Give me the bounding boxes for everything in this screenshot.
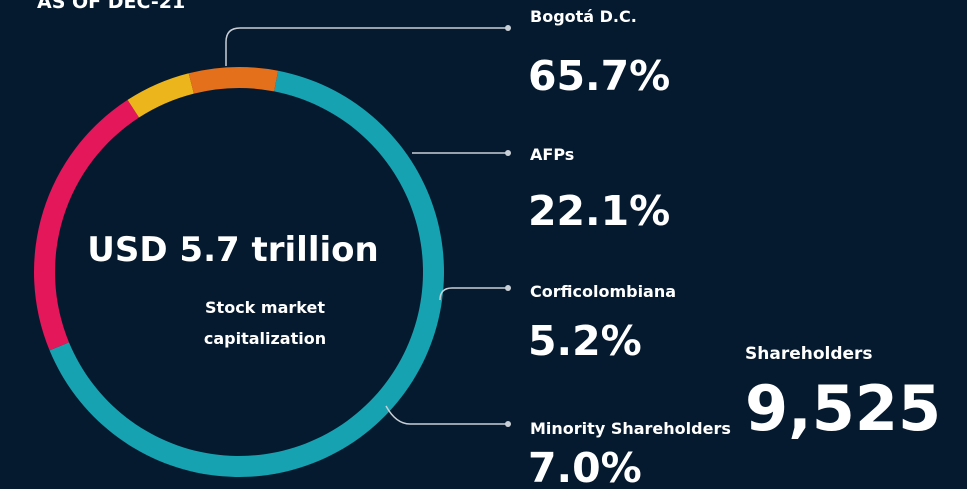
donut-segment	[127, 73, 194, 118]
leader-dot	[505, 150, 511, 156]
value-label: 5.2%	[528, 317, 642, 365]
category-label: Corficolombiana	[530, 282, 676, 301]
center-subtitle: capitalization	[204, 329, 326, 348]
category-label: Minority Shareholders	[530, 419, 731, 438]
leader-line	[385, 405, 508, 425]
leader-dot	[505, 285, 511, 291]
center-subtitle: Stock market	[205, 298, 325, 317]
category-label: Bogotá D.C.	[530, 7, 637, 26]
value-label: 22.1%	[528, 187, 670, 235]
value-label: 65.7%	[528, 52, 670, 100]
center-title: USD 5.7 trillion	[87, 230, 378, 270]
leader-dot	[505, 421, 511, 427]
leader-line	[225, 27, 508, 66]
donut-segment	[188, 67, 279, 94]
leaders	[225, 25, 511, 427]
value-label: 7.0%	[528, 444, 642, 489]
category-label: AFPs	[530, 145, 574, 164]
stat-label: Shareholders	[745, 344, 873, 364]
chart-title: AS OF DEC-21	[37, 0, 185, 13]
stat-value: 9,525	[745, 372, 941, 445]
donut-segment	[34, 99, 140, 351]
leader-dot	[505, 25, 511, 31]
leader-line	[439, 287, 508, 301]
